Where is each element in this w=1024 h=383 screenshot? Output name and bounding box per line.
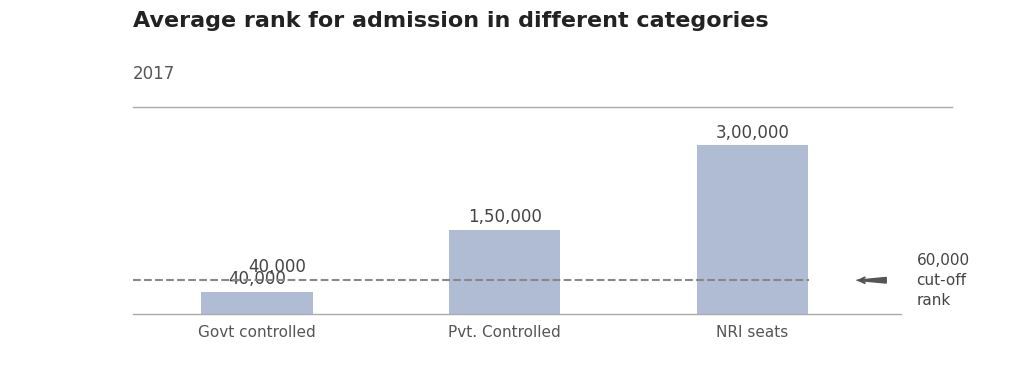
- Bar: [449, 229, 560, 314]
- Text: 1,50,000: 1,50,000: [468, 208, 542, 226]
- Bar: [202, 291, 312, 314]
- Text: 3,00,000: 3,00,000: [716, 124, 790, 142]
- Text: 40,000: 40,000: [248, 258, 306, 276]
- Text: 60,000
cut-off
rank: 60,000 cut-off rank: [916, 253, 970, 308]
- Text: 40,000: 40,000: [228, 270, 286, 288]
- Text: Average rank for admission in different categories: Average rank for admission in different …: [133, 11, 769, 31]
- Polygon shape: [856, 277, 886, 283]
- Text: 2017: 2017: [133, 65, 175, 83]
- Bar: [696, 145, 808, 314]
